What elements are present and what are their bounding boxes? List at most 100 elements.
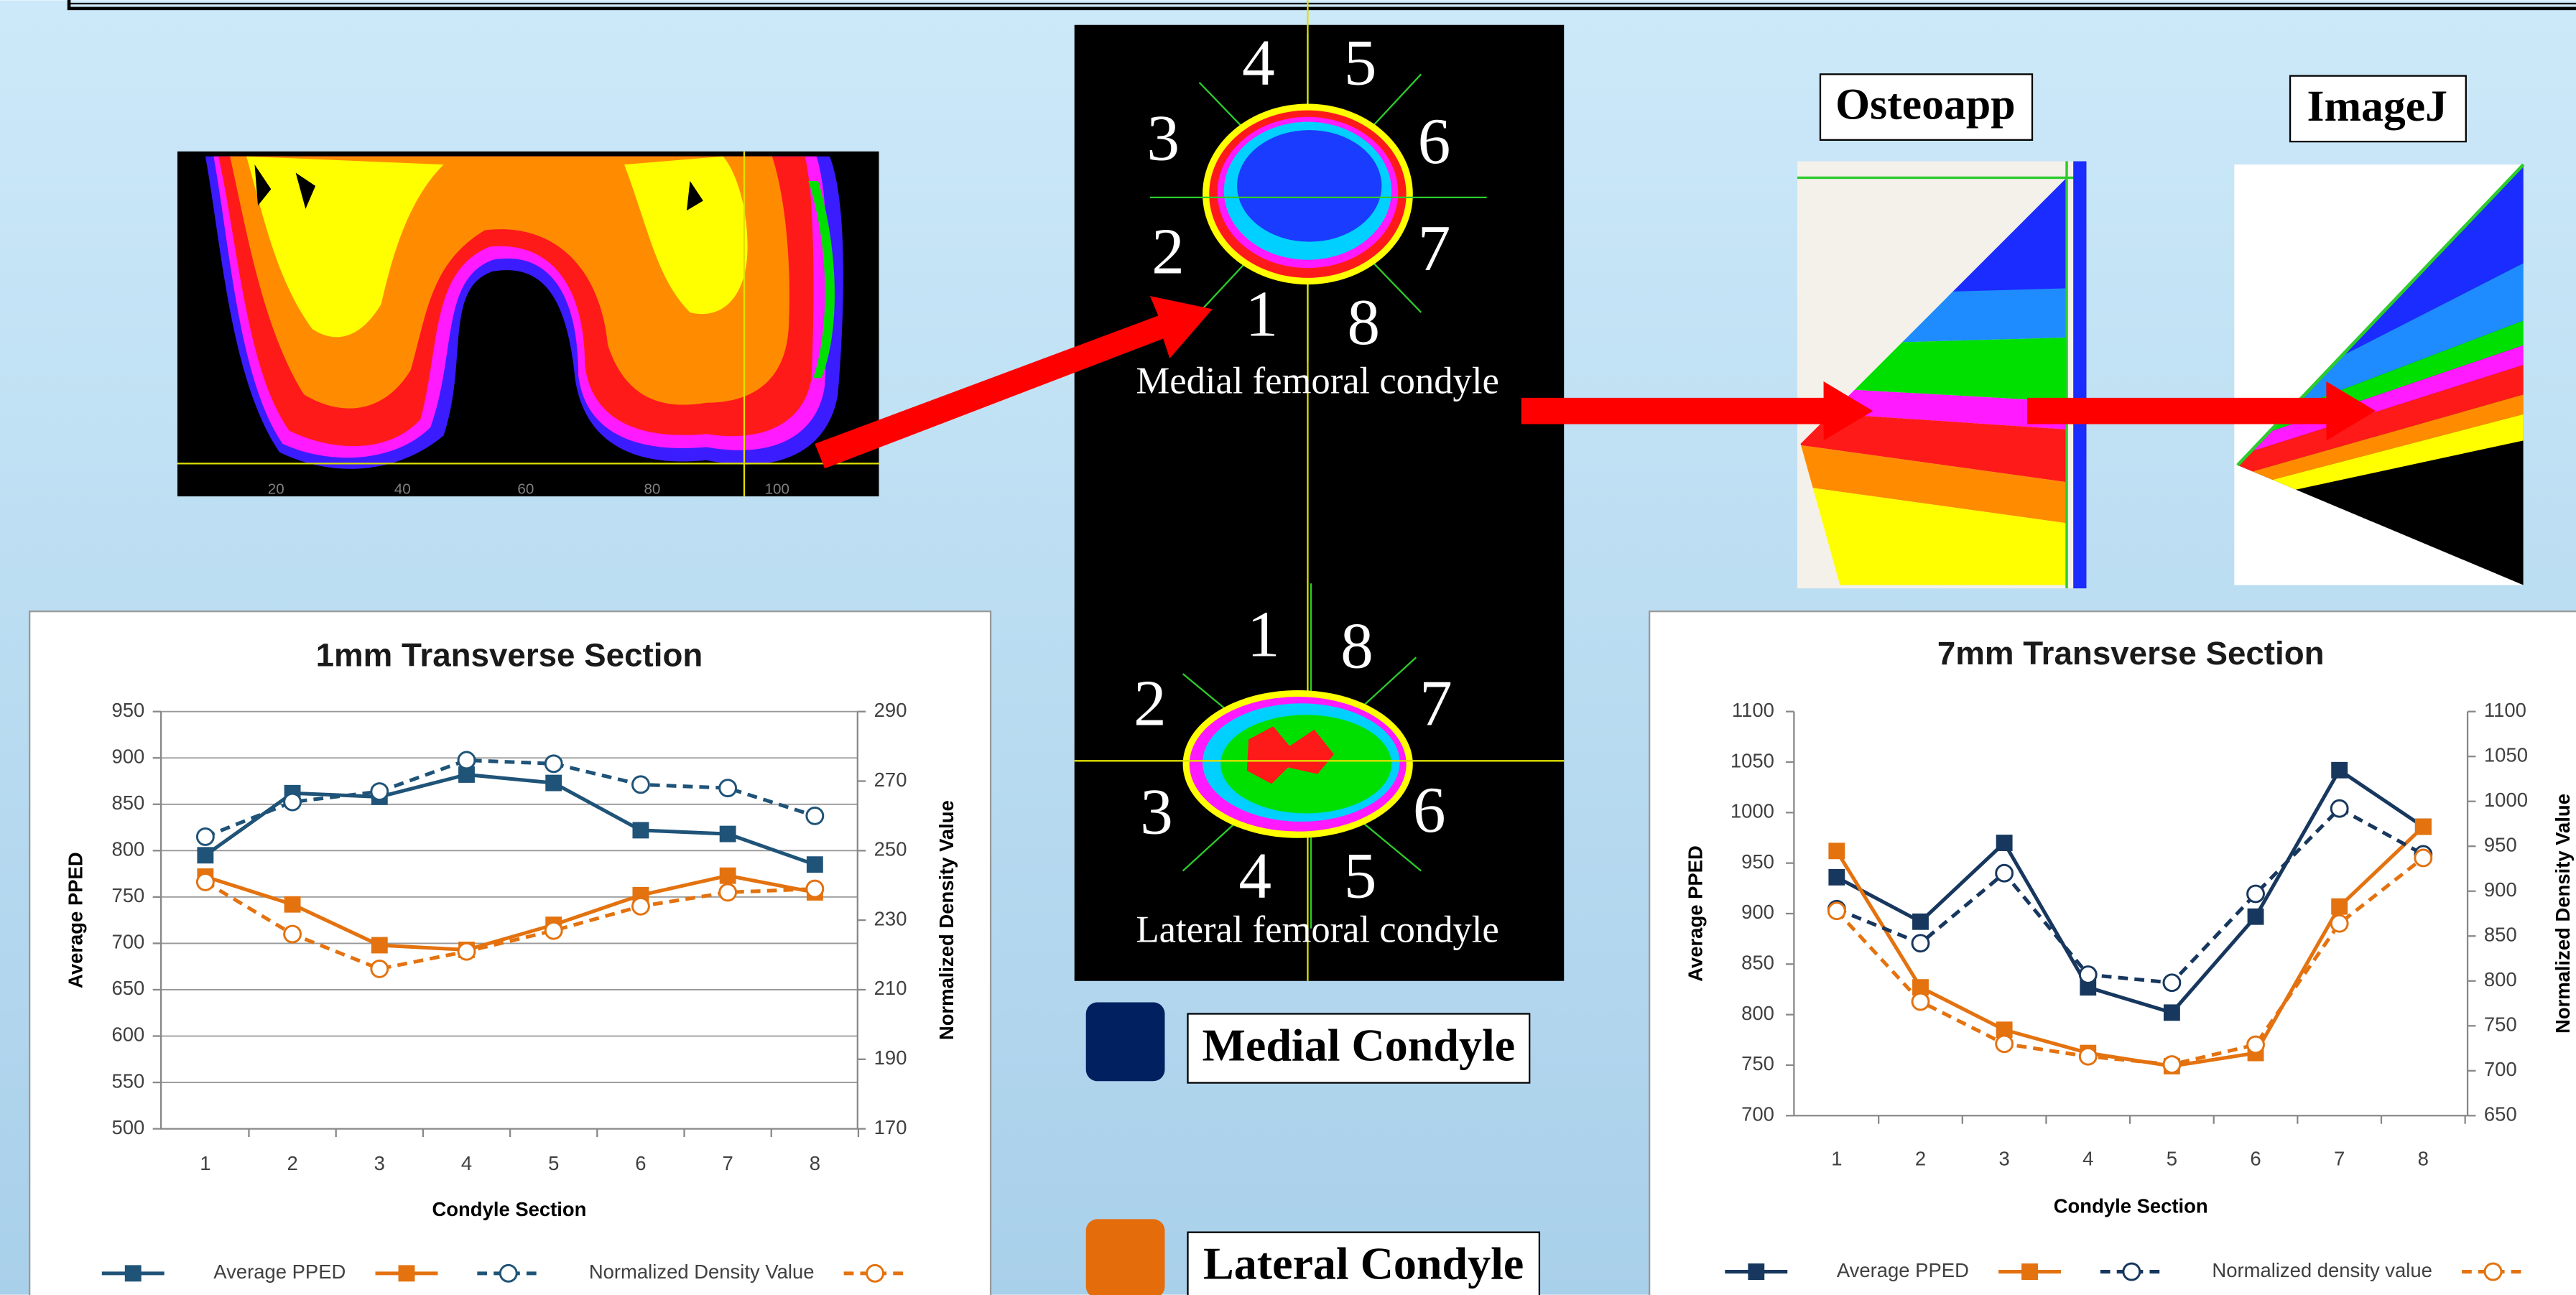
- condyle-section-number: 1: [1246, 277, 1279, 350]
- condyle-section-number: 7: [1419, 666, 1453, 739]
- x-tick-label: 1: [200, 1152, 210, 1174]
- imagej-image: [2234, 164, 2524, 585]
- x-tick-label: 3: [374, 1152, 385, 1174]
- chart-title: 7mm Transverse Section: [1937, 635, 2325, 672]
- x-tick-label: 7: [723, 1152, 733, 1174]
- y2-tick-label: 950: [2484, 833, 2517, 855]
- ct-axis-label: 80: [644, 481, 660, 497]
- x-tick-label: 5: [548, 1152, 559, 1174]
- data-point: [2331, 800, 2348, 817]
- ct-axis-label: 40: [394, 481, 411, 497]
- y-tick-label: 650: [111, 977, 144, 999]
- y2-tick-label: 170: [874, 1116, 907, 1138]
- condyle-section-number: 4: [1238, 839, 1271, 912]
- y-tick-label: 1000: [1731, 800, 1774, 822]
- data-point: [197, 847, 213, 863]
- y-tick-label: 500: [111, 1116, 144, 1138]
- data-point: [1828, 869, 1845, 886]
- data-point: [197, 829, 213, 845]
- condyle-section-number: 5: [1344, 25, 1377, 98]
- software-label: Osteoapp: [1835, 80, 2015, 129]
- condyle-section-number: 8: [1340, 608, 1373, 682]
- chart-title: 1mm Transverse Section: [316, 636, 703, 673]
- data-point: [284, 896, 301, 913]
- data-point: [2331, 915, 2348, 932]
- y2-tick-label: 190: [874, 1046, 907, 1069]
- condyle-section-number: 5: [1344, 839, 1377, 912]
- data-point: [1996, 1036, 2013, 1052]
- data-point: [284, 926, 301, 942]
- x-axis-label: Condyle Section: [432, 1198, 586, 1220]
- legend-marker: [1748, 1263, 1764, 1280]
- y-tick-label: 950: [111, 699, 144, 721]
- legend-label: Normalized Density Value: [589, 1261, 815, 1283]
- data-point: [197, 873, 213, 890]
- x-tick-label: 1: [1831, 1147, 1842, 1169]
- y2-tick-label: 900: [2484, 878, 2517, 901]
- legend-label: Medial Condyle: [1203, 1020, 1516, 1071]
- data-point: [632, 898, 649, 914]
- data-point: [2248, 1036, 2264, 1053]
- data-point: [720, 826, 736, 843]
- legend-swatch: [1086, 1002, 1165, 1081]
- data-point: [2248, 886, 2264, 902]
- y-axis-label: Average PPED: [1685, 845, 1707, 982]
- y2-tick-label: 800: [2484, 968, 2517, 990]
- data-point: [1912, 914, 1929, 930]
- data-point: [2415, 850, 2432, 866]
- data-point: [371, 960, 388, 977]
- data-point: [2080, 967, 2096, 983]
- legend-swatch: [1086, 1219, 1165, 1295]
- condyle-section-number: 2: [1152, 214, 1185, 287]
- y-tick-label: 900: [111, 745, 144, 767]
- data-point: [2415, 819, 2432, 835]
- chart-panel: [29, 611, 991, 1295]
- ct-axis-label: 60: [517, 481, 534, 497]
- data-point: [1828, 903, 1845, 919]
- x-tick-label: 3: [1998, 1147, 2009, 1169]
- legend-label: Lateral Condyle: [1203, 1238, 1524, 1289]
- x-tick-label: 5: [2167, 1147, 2177, 1169]
- y-tick-label: 1100: [1732, 699, 1774, 721]
- y-tick-label: 950: [1741, 850, 1774, 873]
- y-axis-label: Average PPED: [65, 852, 87, 988]
- x-tick-label: 7: [2334, 1147, 2345, 1169]
- data-point: [720, 780, 736, 797]
- legend-marker: [500, 1265, 516, 1281]
- y2-axis-label: Normalized Density Value: [2552, 794, 2574, 1034]
- data-point: [545, 775, 562, 792]
- y2-tick-label: 650: [2484, 1103, 2517, 1125]
- data-point: [632, 776, 649, 793]
- y2-tick-label: 250: [874, 838, 907, 860]
- data-point: [1912, 993, 1929, 1010]
- data-point: [720, 884, 736, 901]
- x-tick-label: 8: [2418, 1147, 2429, 1169]
- x-tick-label: 6: [2250, 1147, 2261, 1169]
- data-point: [2331, 899, 2348, 915]
- legend-marker: [2021, 1263, 2038, 1280]
- condyle-label: Lateral femoral condyle: [1136, 909, 1499, 951]
- x-tick-label: 2: [287, 1152, 297, 1174]
- data-point: [2080, 1048, 2096, 1064]
- y-tick-label: 550: [111, 1069, 144, 1092]
- data-point: [1996, 835, 2013, 851]
- x-tick-label: 6: [635, 1152, 646, 1174]
- y2-tick-label: 850: [2484, 923, 2517, 945]
- y-tick-label: 800: [111, 838, 144, 860]
- data-point: [458, 752, 475, 769]
- data-point: [2164, 1004, 2180, 1021]
- legend-label: Average PPED: [1837, 1259, 1969, 1281]
- data-point: [284, 794, 301, 810]
- y2-tick-label: 1050: [2484, 743, 2528, 766]
- y2-tick-label: 1100: [2484, 699, 2526, 721]
- condyle-section-number: 2: [1134, 666, 1167, 739]
- chart: 1mm Transverse Section500550600650700750…: [29, 611, 991, 1295]
- y-tick-label: 900: [1741, 901, 1774, 923]
- data-point: [2331, 762, 2348, 779]
- y-tick-label: 600: [111, 1024, 144, 1046]
- x-tick-label: 8: [810, 1152, 820, 1174]
- data-point: [545, 922, 562, 939]
- x-tick-label: 2: [1915, 1147, 1926, 1169]
- data-point: [458, 943, 475, 960]
- condyle-section-number: 8: [1347, 285, 1380, 358]
